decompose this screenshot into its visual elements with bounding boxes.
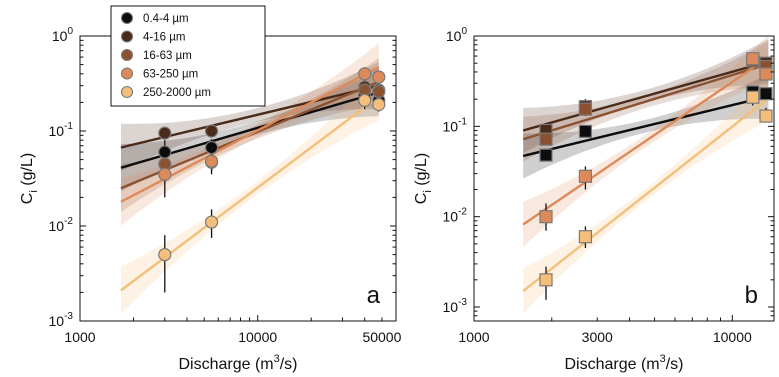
data-point-series-1-point-1 bbox=[158, 145, 172, 159]
fit-line-series-2 bbox=[522, 60, 769, 132]
x-tick-label: 50000 bbox=[362, 329, 401, 345]
y-tick-exponent: -2 bbox=[64, 216, 73, 227]
panel-label: b bbox=[745, 282, 758, 309]
legend-label-4: 63-250 µm bbox=[143, 69, 198, 81]
data-point-series-4-point-2 bbox=[578, 169, 593, 183]
data-point-series-5-point-3 bbox=[746, 90, 760, 104]
x-axis-title-superscript: 3 bbox=[274, 353, 280, 365]
y-tick-exponent: -1 bbox=[458, 116, 467, 127]
y-tick-label: 10-1 bbox=[443, 116, 468, 134]
x-tick-label: 10000 bbox=[238, 329, 277, 345]
y-tick-base: 10 bbox=[49, 218, 65, 234]
x-axis-title: Discharge (m3/s) bbox=[564, 353, 683, 373]
x-axis-title-tail: /s) bbox=[280, 356, 298, 373]
data-point-series-3-point-4 bbox=[372, 84, 386, 99]
legend-marker-1 bbox=[120, 11, 134, 25]
x-tick-label: 1000 bbox=[458, 329, 489, 345]
plot-area bbox=[522, 36, 773, 314]
data-point-series-1-point-2 bbox=[578, 124, 593, 138]
data-point-series-1-point-4 bbox=[759, 87, 773, 101]
legend-label-5: 250-2000 µm bbox=[143, 87, 211, 99]
y-tick-base: 10 bbox=[49, 123, 65, 139]
data-point-series-5-point-2 bbox=[578, 230, 593, 244]
x-axis-title: Discharge (m3/s) bbox=[178, 353, 297, 373]
y-tick-exponent: -3 bbox=[64, 311, 73, 322]
x-tick-label: 3000 bbox=[582, 329, 613, 345]
legend-marker-4 bbox=[120, 67, 134, 80]
data-point-series-5-point-3 bbox=[358, 93, 372, 107]
legend: 0.4-4 µm 4-16 µm 16-63 µm 63-250 µm 250-2000… bbox=[110, 5, 266, 107]
y-axis-title-main: C bbox=[19, 193, 36, 205]
data-point-series-2-point-2 bbox=[204, 124, 219, 138]
y-axis-title-subscript: i bbox=[422, 190, 434, 192]
y-tick-base: 10 bbox=[52, 28, 68, 44]
data-point-series-5-point-4 bbox=[759, 109, 773, 123]
y-tick-label: 10-2 bbox=[443, 207, 468, 225]
fit-line-series-3 bbox=[522, 62, 769, 141]
y-axis-title: Ci (g/L) bbox=[413, 153, 434, 204]
legend-label-2: 4-16 µm bbox=[143, 32, 185, 44]
y-tick-exponent: 0 bbox=[461, 26, 467, 37]
data-point-series-4-point-1 bbox=[539, 210, 553, 224]
y-tick-label: 10-3 bbox=[443, 297, 468, 315]
legend-label-1: 0.4-4 µm bbox=[143, 13, 189, 25]
legend-marker-3 bbox=[120, 48, 134, 62]
data-point-series-4-point-3 bbox=[746, 52, 760, 66]
y-tick-base: 10 bbox=[49, 313, 65, 329]
y-axis-title-tail: (g/L) bbox=[19, 153, 36, 190]
y-tick-label: 10-1 bbox=[49, 121, 74, 139]
data-point-series-4-point-1 bbox=[158, 167, 172, 181]
plot-frame bbox=[473, 35, 775, 322]
data-point-series-5-point-1 bbox=[539, 273, 553, 287]
y-tick-base: 10 bbox=[443, 299, 459, 315]
data-point-series-4-point-4 bbox=[759, 67, 773, 81]
data-point-series-5-point-1 bbox=[158, 247, 172, 262]
y-axis-title-subscript: i bbox=[28, 190, 40, 192]
fit-line-series-1 bbox=[522, 95, 769, 158]
y-tick-label: 100 bbox=[52, 26, 74, 44]
panel-label: a bbox=[367, 282, 381, 309]
y-axis-title: Ci (g/L) bbox=[19, 153, 40, 204]
x-tick-label: 1000 bbox=[64, 329, 95, 345]
data-point-series-1-point-2 bbox=[204, 140, 219, 155]
plot-area bbox=[120, 43, 386, 315]
x-axis-title-main: Discharge (m bbox=[564, 356, 659, 373]
data-point-series-4-point-4 bbox=[372, 70, 386, 84]
data-point-series-3-point-1 bbox=[539, 132, 553, 146]
legend-marker-5 bbox=[120, 85, 134, 99]
x-tick-label: 10000 bbox=[713, 329, 752, 345]
y-tick-base: 10 bbox=[443, 209, 459, 225]
data-point-series-5-point-2 bbox=[204, 215, 219, 229]
legend-marker-2 bbox=[120, 30, 134, 43]
y-tick-label: 10-2 bbox=[49, 216, 74, 234]
data-point-series-4-point-3 bbox=[358, 67, 372, 81]
data-point-series-1-point-1 bbox=[539, 148, 553, 162]
data-point-series-5-point-4 bbox=[372, 97, 386, 112]
x-axis-title-tail: /s) bbox=[666, 356, 684, 373]
y-tick-exponent: -3 bbox=[458, 297, 467, 308]
x-axis-title-superscript: 3 bbox=[660, 353, 666, 365]
y-tick-label: 100 bbox=[446, 26, 468, 44]
fit-line-series-4 bbox=[522, 56, 770, 226]
y-tick-base: 10 bbox=[446, 28, 462, 44]
data-point-series-3-point-2 bbox=[578, 102, 593, 116]
y-tick-label: 10-3 bbox=[49, 311, 74, 329]
y-axis-title-main: C bbox=[413, 193, 430, 205]
y-tick-exponent: -2 bbox=[458, 207, 467, 218]
legend-box bbox=[110, 5, 266, 107]
data-point-series-4-point-2 bbox=[204, 154, 219, 168]
legend-label-3: 16-63 µm bbox=[143, 50, 192, 62]
y-tick-exponent: 0 bbox=[67, 26, 73, 37]
y-tick-exponent: -1 bbox=[64, 121, 73, 132]
y-axis-title-tail: (g/L) bbox=[413, 153, 430, 190]
data-point-series-2-point-1 bbox=[158, 126, 172, 140]
y-tick-base: 10 bbox=[443, 118, 459, 134]
x-axis-title-main: Discharge (m bbox=[178, 356, 273, 373]
fit-line-series-5 bbox=[522, 97, 770, 293]
